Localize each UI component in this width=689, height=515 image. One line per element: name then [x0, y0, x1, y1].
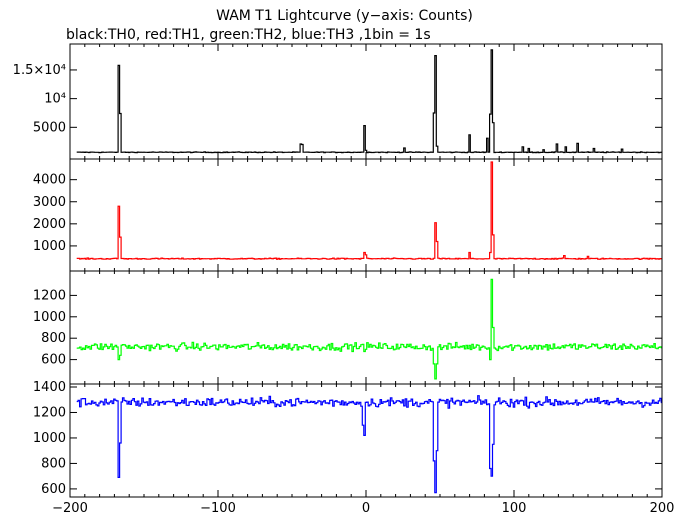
- y-tick-label-th2: 800: [41, 331, 66, 346]
- y-tick-label-th1: 2000: [33, 217, 66, 232]
- y-tick-label-th0: 5000: [33, 120, 66, 135]
- x-tick-label: 200: [650, 501, 675, 515]
- series-line-th2: [76, 278, 662, 380]
- y-tick-label-th3: 1200: [33, 405, 66, 420]
- y-tick-label-th0: 1.5×10⁴: [13, 63, 66, 78]
- x-tick-label: 0: [362, 501, 370, 515]
- y-tick-label-th1: 3000: [33, 195, 66, 210]
- y-tick-label-th3: 800: [41, 456, 66, 471]
- series-line-th1: [76, 161, 662, 260]
- chart-title: WAM T1 Lightcurve (y−axis: Counts): [216, 8, 473, 24]
- x-tick-label: −200: [52, 501, 88, 515]
- series-line-th3: [76, 395, 662, 494]
- y-tick-label-th3: 1400: [33, 380, 66, 395]
- x-tick-label: 100: [502, 501, 527, 515]
- y-tick-label-th2: 1000: [33, 310, 66, 325]
- y-tick-label-th1: 1000: [33, 239, 66, 254]
- panel-frame-th3: [69, 383, 663, 498]
- y-tick-label-th1: 4000: [33, 173, 66, 188]
- y-tick-label-th2: 1200: [33, 288, 66, 303]
- series-line-th0: [76, 49, 662, 154]
- chart-subtitle: black:TH0, red:TH1, green:TH2, blue:TH3 …: [66, 27, 431, 43]
- panel-frame-th2: [69, 270, 663, 385]
- y-tick-label-th2: 600: [41, 353, 66, 368]
- y-tick-label-th0: 10⁴: [44, 92, 66, 107]
- y-tick-label-th3: 1000: [33, 431, 66, 446]
- panel-frame-th0: [69, 43, 663, 160]
- x-tick-label: −100: [200, 501, 236, 515]
- y-tick-label-th3: 600: [41, 482, 66, 497]
